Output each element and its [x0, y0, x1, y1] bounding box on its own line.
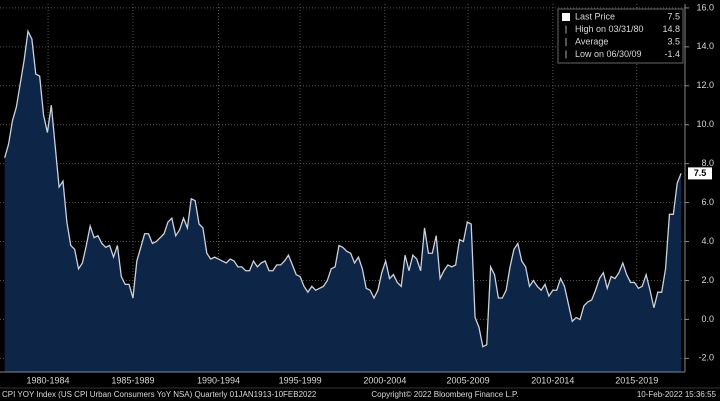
last-price-tag — [688, 167, 712, 180]
legend-swatch — [562, 13, 570, 21]
x-tick-label: 2005-2009 — [447, 375, 490, 385]
marks — [4, 29, 682, 372]
y-tick-label: -2.0 — [698, 353, 714, 363]
y-tick-label: 8.0 — [701, 158, 714, 168]
y-tick-label: 6.0 — [701, 197, 714, 207]
legend-box — [557, 8, 684, 64]
legend: Last Price 7.5 High on 03/31/80 14.8 Average… — [562, 11, 680, 59]
y-tick-label: 12.0 — [696, 80, 714, 90]
area — [4, 31, 682, 372]
last-price-tag-label: 7.5 — [694, 168, 707, 178]
y-tick-label: 16.0 — [696, 2, 714, 12]
x-tick-label: 1980-1984 — [27, 375, 70, 385]
line — [4, 29, 682, 348]
footer-left: CPI YOY Index (US CPI Urban Consumers Yo… — [2, 390, 317, 399]
x-tick-label: 1985-1989 — [111, 375, 154, 385]
y-tick-label: 14.0 — [696, 41, 714, 51]
y-tick-label: 10.0 — [696, 119, 714, 129]
y-tick-label: 2.0 — [701, 275, 714, 285]
legend-value: 3.5 — [667, 36, 680, 46]
x-tick-label: 1990-1994 — [197, 375, 240, 385]
labels: -2.0 0.0 2.0 4.0 6.0 8.0 10.0 12.0 14.0 16.0 1980-… — [27, 2, 714, 385]
legend-value: -1.4 — [664, 49, 680, 59]
legend-label: Last Price — [575, 11, 615, 21]
x-tick-label: 1995-1999 — [279, 375, 322, 385]
x-tick-label: 2010-2014 — [531, 375, 574, 385]
footer-date: 10-Feb-2022 15:36:55 — [637, 390, 717, 399]
legend-label: High on 03/31/80 — [575, 24, 644, 34]
legend-value: 14.8 — [662, 24, 680, 34]
legend-label: Low on 06/30/09 — [575, 49, 642, 59]
legend-label: Average — [575, 36, 608, 46]
footer-copyright: Copyright© 2022 Bloomberg Finance L.P. — [371, 390, 518, 399]
x-tick-label: 2000-2004 — [363, 375, 406, 385]
legend-value: 7.5 — [667, 11, 680, 21]
y-tick-label: 4.0 — [701, 236, 714, 246]
x-tick-label: 2015-2019 — [615, 375, 658, 385]
y-tick-label: 0.0 — [701, 314, 714, 324]
